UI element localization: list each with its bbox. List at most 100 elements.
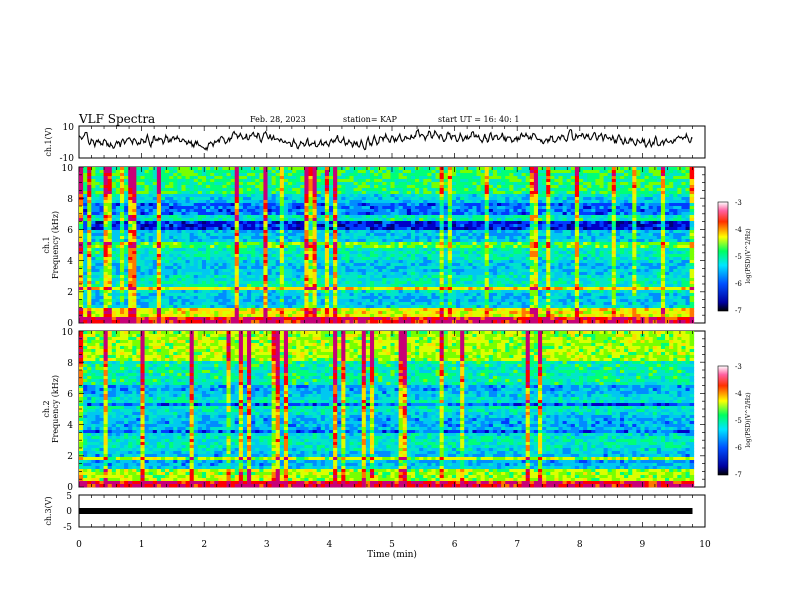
- spectrogram-cell: [390, 251, 395, 255]
- spectrogram-cell: [562, 167, 568, 171]
- spectrogram-cell: [472, 224, 477, 228]
- spectrogram-cell: [79, 215, 84, 219]
- spectrogram-cell: [603, 233, 609, 237]
- spectrogram-cell: [607, 227, 613, 231]
- spectrogram-cell: [521, 218, 527, 222]
- spectrogram-cell: [107, 260, 113, 264]
- spectrogram-cell: [468, 248, 473, 252]
- spectrogram-cell: [570, 242, 576, 246]
- spectrogram-cell: [103, 254, 109, 258]
- spectrogram-cell: [464, 206, 469, 210]
- spectrogram-cell: [394, 209, 400, 213]
- spectrogram-cell: [177, 203, 182, 207]
- spectrogram-cell: [615, 215, 621, 219]
- spectrogram-cell: [447, 215, 453, 219]
- spectrogram-cell: [443, 248, 449, 252]
- spectrogram-cell: [374, 170, 379, 174]
- spectrogram-cell: [513, 209, 518, 213]
- spectrogram-cell: [505, 251, 510, 255]
- spectrogram-cell: [210, 170, 215, 174]
- spectrogram-cell: [173, 170, 178, 174]
- spectrogram-cell: [632, 197, 637, 201]
- spectrogram-cell: [529, 197, 535, 201]
- spectrogram-cell: [525, 188, 531, 192]
- spectrogram-cell: [99, 254, 104, 258]
- spectrogram-cell: [177, 221, 182, 225]
- spectrogram-cell: [226, 227, 232, 231]
- spectrogram-cell: [439, 185, 445, 189]
- spectrogram-cell: [423, 236, 428, 240]
- spectrogram-cell: [288, 206, 293, 210]
- spectrogram-cell: [111, 206, 117, 210]
- spectrogram-cell: [288, 197, 293, 201]
- spectrogram-cell: [333, 206, 338, 210]
- spectrogram-cell: [361, 233, 367, 237]
- spectrogram-cell: [218, 257, 223, 261]
- spectrogram-cell: [476, 242, 482, 246]
- spectrogram-cell: [390, 263, 395, 267]
- spectrogram-cell: [501, 245, 506, 249]
- spectrogram-cell: [304, 191, 309, 195]
- spectrogram-cell: [685, 233, 691, 237]
- spectrogram-cell: [292, 212, 297, 216]
- spectrogram-cell: [550, 194, 555, 198]
- spectrogram-cell: [632, 248, 637, 252]
- spectrogram-cell: [525, 227, 531, 231]
- spectrogram-cell: [324, 188, 330, 192]
- spectrogram-cell: [218, 191, 223, 195]
- spectrogram-cell: [259, 176, 264, 180]
- spectrogram-cell: [644, 209, 650, 213]
- spectrogram-cell: [279, 182, 285, 186]
- spectrogram-cell: [234, 245, 240, 249]
- spectrogram-cell: [189, 173, 195, 177]
- spectrogram-cell: [119, 227, 125, 231]
- spectrogram-cell: [456, 254, 461, 258]
- spectrogram-cell: [292, 185, 297, 189]
- spectrogram-cell: [443, 194, 449, 198]
- spectrogram-cell: [615, 188, 621, 192]
- spectrogram-cell: [349, 215, 354, 219]
- spectrogram-cell: [517, 221, 523, 225]
- spectrogram-cell: [386, 206, 391, 210]
- spectrogram-cell: [132, 188, 137, 192]
- spectrogram-cell: [173, 176, 178, 180]
- spectrogram-cell: [468, 212, 473, 216]
- spectrogram-cell: [251, 221, 256, 225]
- spectrogram-cell: [640, 185, 645, 189]
- spectrogram-cell: [607, 221, 613, 225]
- spectrogram-cell: [533, 242, 539, 246]
- spectrogram-cell: [369, 251, 375, 255]
- spectrogram-cell: [468, 167, 473, 171]
- spectrogram-cell: [173, 224, 178, 228]
- spectrogram-cell: [152, 215, 158, 219]
- spectrogram-cell: [492, 215, 498, 219]
- spectrogram-cell: [435, 203, 441, 207]
- spectrogram-cell: [529, 248, 535, 252]
- spectrogram-cell: [583, 257, 588, 261]
- spectrogram-cell: [550, 254, 555, 258]
- spectrogram-cell: [390, 242, 395, 246]
- spectrogram-cell: [538, 182, 543, 186]
- spectrogram-cell: [677, 251, 682, 255]
- spectrogram-cell: [169, 254, 174, 258]
- spectrogram-cell: [669, 167, 674, 171]
- spectrogram-cell: [242, 194, 248, 198]
- spectrogram-cell: [148, 170, 154, 174]
- spectrogram-cell: [378, 239, 383, 243]
- spectrogram-cell: [214, 227, 219, 231]
- spectrogram-cell: [119, 200, 125, 204]
- spectrogram-cell: [669, 197, 674, 201]
- spectrogram-cell: [533, 221, 539, 225]
- spectrogram-cell: [546, 227, 551, 231]
- spectrogram-cell: [378, 185, 383, 189]
- spectrogram-cell: [214, 206, 219, 210]
- spectrogram-cell: [79, 233, 84, 237]
- spectrogram-cell: [398, 263, 404, 267]
- spectrogram-cell: [677, 167, 682, 171]
- spectrogram-cell: [181, 170, 186, 174]
- spectrogram-cell: [562, 203, 568, 207]
- spectrogram-cell: [345, 218, 350, 222]
- spectrogram-cell: [79, 209, 84, 213]
- spectrogram-cell: [341, 182, 346, 186]
- spectrogram-cell: [595, 236, 600, 240]
